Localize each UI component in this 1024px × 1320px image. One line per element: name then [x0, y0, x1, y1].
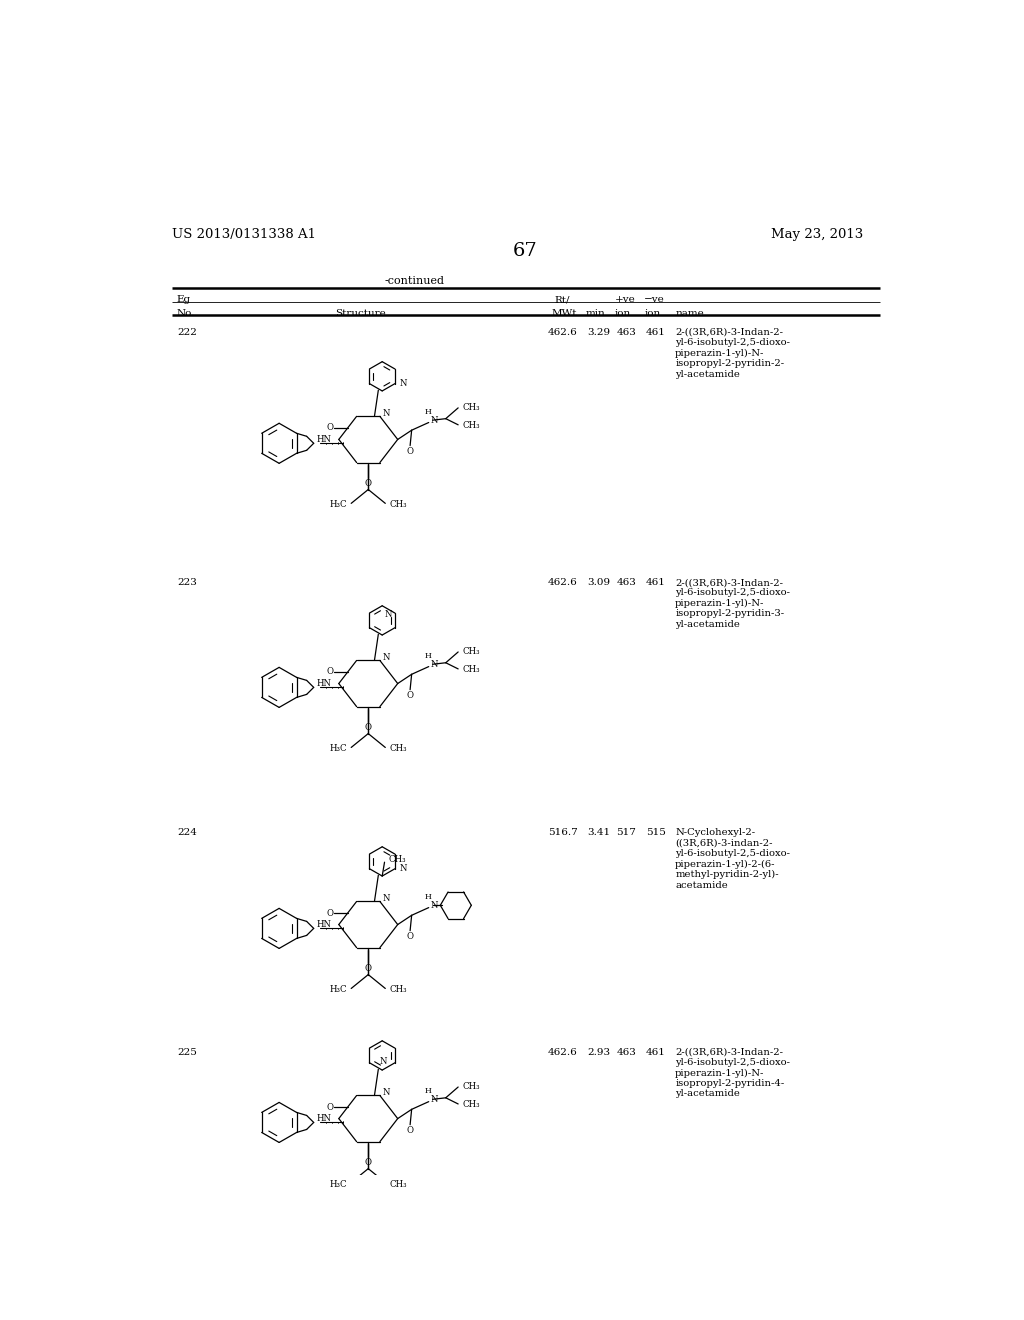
Text: 517: 517	[616, 829, 636, 837]
Text: N-Cyclohexyl-2-
((3R,6R)-3-indan-2-
yl-6-isobutyl-2,5-dioxo-
piperazin-1-yl)-2-(: N-Cyclohexyl-2- ((3R,6R)-3-indan-2- yl-6…	[675, 829, 791, 890]
Text: O: O	[407, 1126, 414, 1135]
Text: 2-((3R,6R)-3-Indan-2-
yl-6-isobutyl-2,5-dioxo-
piperazin-1-yl)-N-
isopropyl-2-py: 2-((3R,6R)-3-Indan-2- yl-6-isobutyl-2,5-…	[675, 327, 791, 379]
Text: CH₃: CH₃	[389, 744, 407, 754]
Text: 223: 223	[177, 578, 197, 587]
Text: HN: HN	[316, 436, 331, 444]
Text: O: O	[365, 964, 372, 973]
Text: 462.6: 462.6	[548, 1048, 578, 1057]
Text: O: O	[327, 1102, 334, 1111]
Text: N: N	[384, 610, 392, 619]
Text: N: N	[430, 900, 437, 909]
Text: CH₃: CH₃	[462, 403, 479, 412]
Text: N: N	[382, 409, 390, 417]
Text: HN: HN	[316, 1114, 331, 1123]
Text: US 2013/0131338 A1: US 2013/0131338 A1	[172, 227, 316, 240]
Text: CH₃: CH₃	[388, 854, 407, 863]
Text: May 23, 2013: May 23, 2013	[771, 227, 863, 240]
Text: Rt/: Rt/	[554, 296, 569, 305]
Text: N: N	[430, 1094, 437, 1104]
Text: N: N	[382, 1088, 390, 1097]
Text: 3.29: 3.29	[588, 327, 610, 337]
Text: O: O	[407, 447, 414, 457]
Text: N: N	[382, 653, 390, 661]
Text: 463: 463	[616, 327, 636, 337]
Text: 463: 463	[616, 1048, 636, 1057]
Text: 463: 463	[616, 578, 636, 587]
Text: N: N	[430, 660, 437, 669]
Text: +ve: +ve	[614, 296, 636, 305]
Text: CH₃: CH₃	[462, 1101, 479, 1109]
Text: 2-((3R,6R)-3-Indan-2-
yl-6-isobutyl-2,5-dioxo-
piperazin-1-yl)-N-
isopropyl-2-py: 2-((3R,6R)-3-Indan-2- yl-6-isobutyl-2,5-…	[675, 578, 791, 628]
Text: O: O	[327, 668, 334, 676]
Text: CH₃: CH₃	[389, 500, 407, 510]
Text: 515: 515	[646, 829, 666, 837]
Text: 462.6: 462.6	[548, 327, 578, 337]
Text: ion: ion	[644, 309, 660, 318]
Text: H: H	[425, 652, 431, 660]
Text: CH₃: CH₃	[389, 986, 407, 994]
Text: Structure: Structure	[335, 309, 386, 318]
Text: name: name	[675, 309, 703, 318]
Text: N: N	[382, 894, 390, 903]
Text: 461: 461	[646, 327, 666, 337]
Text: -continued: -continued	[385, 276, 444, 286]
Text: O: O	[407, 932, 414, 941]
Text: N: N	[380, 1057, 387, 1067]
Text: O: O	[365, 479, 372, 488]
Text: 3.41: 3.41	[588, 829, 610, 837]
Text: 3.09: 3.09	[588, 578, 610, 587]
Text: MWt: MWt	[551, 309, 577, 318]
Text: H₃C: H₃C	[330, 500, 347, 510]
Text: H₃C: H₃C	[330, 986, 347, 994]
Text: CH₃: CH₃	[462, 647, 479, 656]
Text: No.: No.	[177, 309, 196, 318]
Text: N: N	[399, 865, 408, 874]
Text: H₃C: H₃C	[330, 744, 347, 754]
Text: 222: 222	[177, 327, 197, 337]
Text: 224: 224	[177, 829, 197, 837]
Text: Eg: Eg	[177, 296, 190, 305]
Text: 67: 67	[512, 242, 538, 260]
Text: H: H	[425, 1086, 431, 1094]
Text: O: O	[407, 692, 414, 701]
Text: 225: 225	[177, 1048, 197, 1057]
Text: O: O	[327, 424, 334, 433]
Text: CH₃: CH₃	[462, 421, 479, 430]
Text: N: N	[430, 416, 437, 425]
Text: CH₃: CH₃	[462, 665, 479, 675]
Text: 2-((3R,6R)-3-Indan-2-
yl-6-isobutyl-2,5-dioxo-
piperazin-1-yl)-N-
isopropyl-2-py: 2-((3R,6R)-3-Indan-2- yl-6-isobutyl-2,5-…	[675, 1048, 791, 1098]
Text: O: O	[327, 908, 334, 917]
Text: −ve: −ve	[644, 296, 665, 305]
Text: H: H	[425, 408, 431, 416]
Text: 462.6: 462.6	[548, 578, 578, 587]
Text: ion: ion	[614, 309, 631, 318]
Text: 461: 461	[646, 578, 666, 587]
Text: H₃C: H₃C	[330, 1180, 347, 1188]
Text: 461: 461	[646, 1048, 666, 1057]
Text: 2.93: 2.93	[588, 1048, 610, 1057]
Text: N: N	[399, 379, 408, 388]
Text: O: O	[365, 1158, 372, 1167]
Text: H: H	[425, 892, 431, 900]
Text: CH₃: CH₃	[462, 1082, 479, 1090]
Text: min: min	[586, 309, 606, 318]
Text: 516.7: 516.7	[548, 829, 578, 837]
Text: CH₃: CH₃	[389, 1180, 407, 1188]
Text: HN: HN	[316, 678, 331, 688]
Text: HN: HN	[316, 920, 331, 929]
Text: O: O	[365, 723, 372, 731]
